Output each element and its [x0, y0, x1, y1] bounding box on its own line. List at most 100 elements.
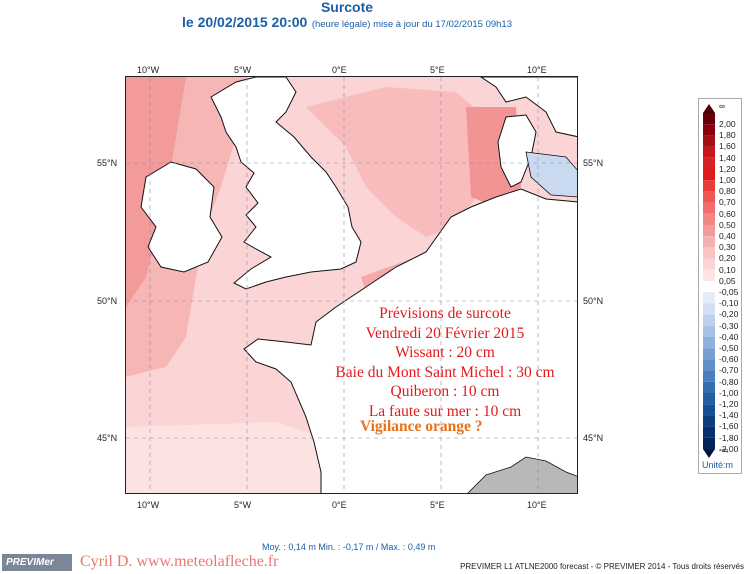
- legend-swatch: [703, 146, 715, 158]
- lat-label-right-45n: 45°N: [583, 433, 604, 443]
- legend-swatch: [703, 236, 715, 248]
- legend-label: -0,30: [719, 320, 739, 331]
- legend-label: 1,00: [719, 175, 736, 185]
- surge-statistics: Moy. : 0,14 m Min. : -0,17 m / Max. : 0,…: [262, 542, 436, 552]
- lon-label-top-0e: 0°E: [332, 65, 347, 75]
- continental-europe-landmass: [243, 188, 577, 493]
- forecast-annotation: Prévisions de surcote Vendredi 20 Févrie…: [310, 304, 580, 421]
- lon-label-bottom-10w: 10°W: [137, 500, 160, 510]
- legend-swatch: [703, 281, 715, 293]
- annotation-line-date: Vendredi 20 Février 2015: [365, 324, 525, 342]
- legend-swatch: [703, 202, 715, 214]
- legend-swatch: [703, 415, 715, 427]
- legend-label: -1,20: [719, 399, 739, 409]
- update-note: (heure légale) mise à jour du 17/02/2015…: [311, 19, 512, 30]
- legend-label: 0,20: [719, 253, 736, 264]
- legend-swatch: [703, 225, 715, 237]
- legend-unit: Unité:m: [702, 460, 734, 470]
- annotation-line-title: Prévisions de surcote: [379, 305, 511, 322]
- legend-label: -0,20: [719, 309, 739, 320]
- legend-bottom-arrow: [703, 449, 715, 458]
- legend-swatch: [703, 381, 715, 393]
- legend-label: -1,60: [719, 421, 739, 432]
- legend-swatch: [703, 269, 715, 281]
- surge-map[interactable]: [125, 76, 578, 494]
- annotation-line-mont-saint-michel: Baie du Mont Saint Michel : 30 cm: [335, 363, 555, 381]
- forecast-date: le 20/02/2015 20:00: [182, 14, 308, 30]
- legend-label: 0,70: [719, 197, 736, 208]
- lon-label-top-5e: 5°E: [430, 65, 445, 75]
- legend-swatch: [703, 213, 715, 225]
- legend-color-bar: [703, 104, 715, 458]
- legend-label: -0,10: [719, 298, 739, 309]
- lat-label-left-50n: 50°N: [97, 296, 118, 306]
- lon-label-bottom-5w: 5°W: [234, 500, 252, 510]
- baltic-negative-zone: [525, 151, 577, 198]
- legend-swatch: [703, 437, 715, 449]
- legend-label: 0,50: [719, 219, 736, 230]
- legend-top-arrow: [703, 104, 715, 113]
- legend-label: -0,80: [719, 376, 739, 387]
- legend-label: 1,40: [719, 152, 736, 163]
- legend-swatch: [703, 113, 715, 125]
- annotation-line-quiberon: Quiberon : 10 cm: [390, 383, 500, 400]
- legend-swatch: [703, 247, 715, 259]
- legend-bottom-symbol: -∞: [719, 445, 728, 455]
- legend-swatch: [703, 337, 715, 349]
- legend-label: 1,60: [719, 141, 736, 152]
- great-britain-landmass: [210, 77, 362, 290]
- lat-label-right-50n: 50°N: [583, 296, 604, 306]
- legend-label: 0,40: [719, 231, 736, 241]
- denmark-landmass: [497, 114, 537, 188]
- lon-label-bottom-10e: 10°E: [527, 500, 547, 510]
- legend-swatch: [703, 404, 715, 416]
- legend-swatch: [703, 258, 715, 270]
- vigilance-alert: Vigilance orange ?: [360, 418, 483, 435]
- legend-label: -1,00: [719, 387, 739, 398]
- legend-swatch: [703, 426, 715, 438]
- legend-label: -0,60: [719, 354, 739, 365]
- legend-label: -1,40: [719, 410, 739, 421]
- legend-label: -0,70: [719, 365, 739, 376]
- color-legend: ∞ 2,00 1,80 1,60 1,40 1,20 1,00 0,80 0,70 0,60 0,…: [698, 98, 742, 474]
- lat-label-right-55n: 55°N: [583, 158, 604, 168]
- legend-swatch: [703, 180, 715, 192]
- lat-label-left-55n: 55°N: [97, 158, 118, 168]
- legend-label: -0,50: [719, 343, 739, 353]
- lon-label-bottom-0e: 0°E: [332, 500, 347, 510]
- ireland-landmass: [140, 161, 223, 273]
- lon-label-top-5w: 5°W: [234, 65, 252, 75]
- legend-label: 1,80: [719, 130, 736, 141]
- lat-label-left-45n: 45°N: [97, 433, 118, 443]
- graticule: [126, 77, 577, 493]
- legend-label: 1,20: [719, 163, 736, 174]
- lon-label-top-10w: 10°W: [137, 65, 160, 75]
- legend-label: 2,00: [719, 119, 736, 129]
- annotation-line-faute-sur-mer: La faute sur mer : 10 cm: [368, 402, 522, 420]
- legend-label: 0,60: [719, 208, 736, 219]
- legend-swatch: [703, 314, 715, 326]
- legend-label: -0,40: [719, 331, 739, 342]
- legend-label: -0,05: [719, 287, 739, 297]
- scandinavia-landmass: [480, 77, 577, 138]
- legend-swatch: [703, 325, 715, 337]
- legend-label: 0,80: [719, 186, 736, 197]
- legend-swatch: [703, 157, 715, 169]
- legend-swatch: [703, 124, 715, 136]
- annotation-line-wissant: Wissant : 20 cm: [395, 344, 495, 361]
- legend-top-symbol: ∞: [719, 101, 726, 111]
- legend-label: -2,00: [719, 443, 739, 454]
- legend-swatch: [703, 359, 715, 371]
- legend-swatch: [703, 348, 715, 360]
- map-canvas: [126, 77, 577, 493]
- previmer-logo: PREVIMer: [2, 554, 72, 571]
- sea-biscay-north: [126, 347, 296, 437]
- map-subtitle: le 20/02/2015 20:00 (heure légale) mise …: [0, 14, 694, 32]
- legend-swatch: [703, 135, 715, 147]
- legend-label: 0,10: [719, 264, 736, 275]
- legend-swatch: [703, 191, 715, 203]
- copyright-credits: PREVIMER L1 ATLNE2000 forecast - © PREVI…: [460, 562, 744, 571]
- legend-swatch: [703, 292, 715, 304]
- legend-swatch: [703, 370, 715, 382]
- legend-label: 0,30: [719, 242, 736, 253]
